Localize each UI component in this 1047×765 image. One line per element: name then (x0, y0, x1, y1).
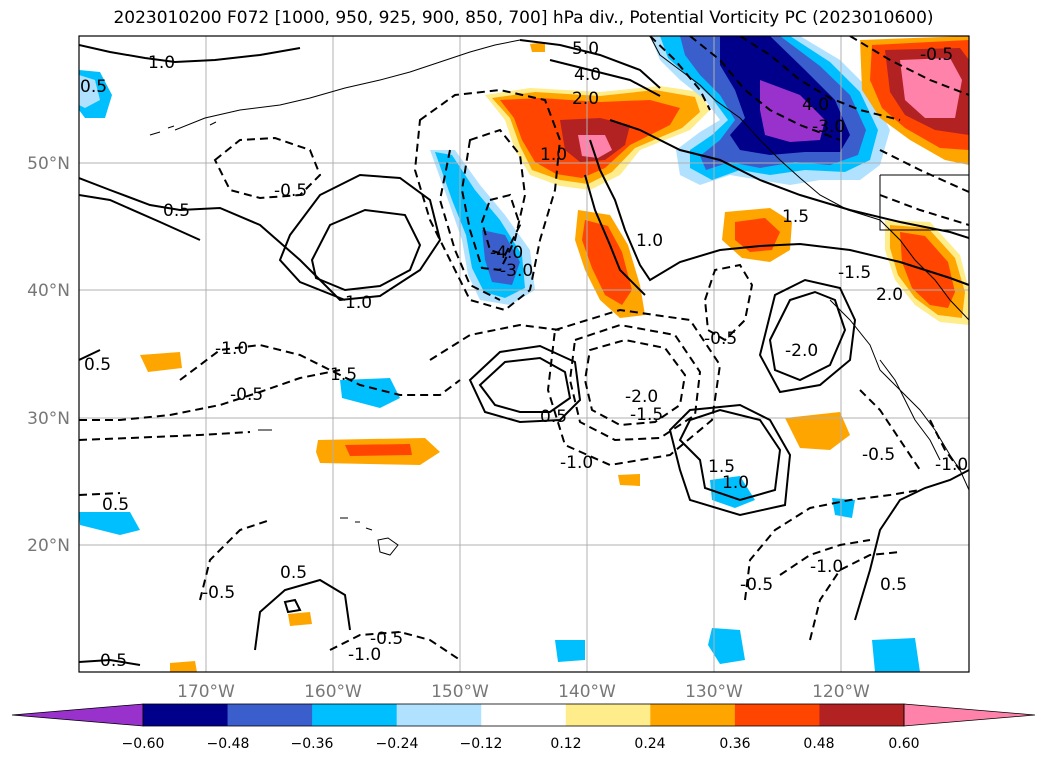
colorbar-segment (143, 704, 229, 726)
colorbar: −0.60 −0.48 −0.36 −0.24 −0.12 0.12 0.24 … (11, 703, 1036, 752)
contour-label: -0.5 (862, 445, 895, 465)
contour-label: -3.0 (812, 117, 845, 137)
colorbar-segment (396, 704, 482, 726)
contour-label: -2.0 (785, 341, 818, 361)
colorbar-tick: −0.60 (122, 736, 165, 752)
contour-label: 2.0 (876, 285, 903, 305)
contour-label: 1.0 (722, 473, 749, 493)
contour-label: -0.5 (740, 575, 773, 595)
contour-label: -1.5 (630, 405, 663, 425)
longitude-labels: 170°W 160°W 150°W 140°W 130°W 120°W (177, 682, 870, 702)
contour-label: 0.5 (100, 651, 127, 671)
contour-label: 0.5 (80, 77, 107, 97)
contour-label: -0.5 (370, 629, 403, 649)
colorbar-tick: −0.12 (460, 736, 503, 752)
contour-label: -1.0 (810, 557, 843, 577)
colorbar-tick: 0.60 (888, 736, 919, 752)
contour-label: -4.0 (490, 243, 523, 263)
contour-label: -0.5 (920, 45, 953, 65)
contour-label: 1.0 (540, 145, 567, 165)
contour-label: 4.0 (574, 65, 601, 85)
contour-label: -0.5 (704, 329, 737, 349)
lat-label: 20°N (27, 536, 70, 556)
contour-label: -1.0 (215, 339, 248, 359)
contour-label: 1.5 (330, 365, 357, 385)
colorbar-segment (227, 704, 313, 726)
contour-label: 0.5 (880, 575, 907, 595)
contour-label: -0.5 (202, 583, 235, 603)
contour-label: 0.5 (280, 563, 307, 583)
contour-label-group: 1.0 0.5 -0.5 1.0 0.5 5.0 4.0 2.0 1.0 -4.… (80, 39, 968, 671)
contour-label: 0.5 (163, 201, 190, 221)
contour-label: 0.5 (540, 407, 567, 427)
contour-label: 1.0 (148, 53, 175, 73)
colorbar-segment (312, 704, 398, 726)
contour-label: -3.0 (500, 261, 533, 281)
lon-label: 120°W (812, 682, 870, 702)
contour-label: 4.0 (802, 95, 829, 115)
contour-label: -1.5 (838, 263, 871, 283)
lon-label: 150°W (431, 682, 489, 702)
contour-label: 0.5 (84, 355, 111, 375)
divergence-contours (79, 39, 969, 666)
contour-label: -0.5 (230, 385, 263, 405)
contour-label: -1.0 (348, 645, 381, 665)
contour-label: 2.0 (572, 89, 599, 109)
colorbar-segments (143, 704, 905, 726)
colorbar-arrow-left (11, 703, 144, 727)
colorbar-tick: 0.48 (803, 736, 834, 752)
colorbar-tick: −0.36 (291, 736, 334, 752)
lon-label: 170°W (177, 682, 235, 702)
contour-label: -1.0 (560, 453, 593, 473)
lat-label: 40°N (27, 281, 70, 301)
lat-label: 30°N (27, 409, 70, 429)
lon-label: 140°W (558, 682, 616, 702)
colorbar-tick: 0.36 (719, 736, 750, 752)
lon-label: 160°W (304, 682, 362, 702)
colorbar-tick: 0.24 (634, 736, 665, 752)
colorbar-tick: 0.12 (550, 736, 581, 752)
contour-label: 1.5 (782, 207, 809, 227)
lon-label: 130°W (685, 682, 743, 702)
colorbar-ticks: −0.60 −0.48 −0.36 −0.24 −0.12 0.12 0.24 … (122, 736, 920, 752)
contour-label: -2.0 (625, 387, 658, 407)
map-frame (78, 35, 970, 673)
contour-label: -1.0 (935, 455, 968, 475)
contour-label: 1.0 (636, 231, 663, 251)
colorbar-segment (481, 704, 567, 726)
colorbar-tick: −0.24 (376, 736, 419, 752)
colorbar-segment (650, 704, 736, 726)
divergence-contours-negative (79, 36, 969, 661)
gridlines (79, 36, 969, 672)
contour-label: 0.5 (102, 495, 129, 515)
map-title: 2023010200 F072 [1000, 950, 925, 900, 85… (113, 8, 934, 28)
contour-label: 1.5 (708, 457, 735, 477)
contour-label: 1.0 (345, 293, 372, 313)
colorbar-segment (734, 704, 820, 726)
colorbar-frame (142, 703, 905, 727)
colorbar-segment (565, 704, 651, 726)
colorbar-tick: −0.48 (207, 736, 250, 752)
lat-label: 50°N (27, 154, 70, 174)
contour-label: 5.0 (572, 39, 599, 59)
colorbar-segment (819, 704, 905, 726)
contour-label: -0.5 (274, 181, 307, 201)
colorbar-arrow-right (903, 703, 1036, 727)
latitude-labels: 50°N 40°N 30°N 20°N (27, 154, 70, 556)
